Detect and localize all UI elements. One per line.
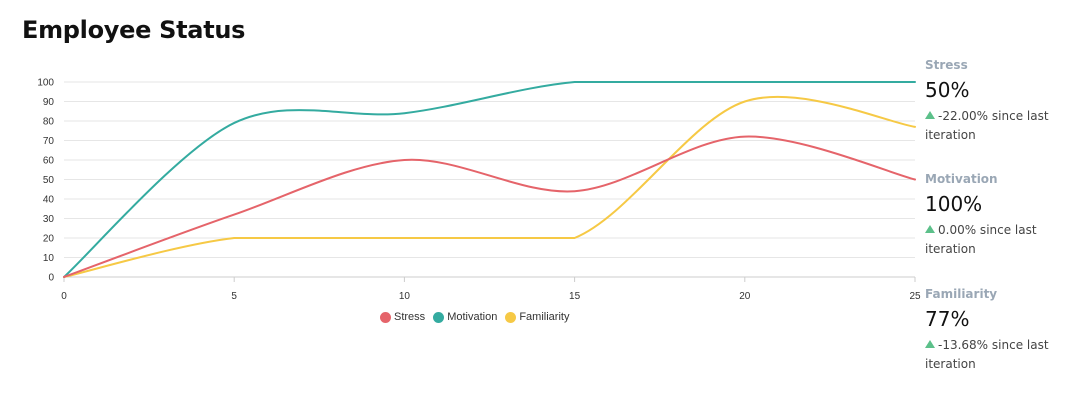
stat-change-text: -22.00% since last iteration [925, 109, 1049, 142]
up-triangle-icon [925, 340, 935, 348]
stat-change: -13.68% since last iteration [925, 336, 1075, 374]
x-tick-label: 10 [399, 291, 411, 302]
series-line-stress [63, 135, 916, 278]
y-tick-label: 60 [43, 156, 55, 167]
legend-item-stress[interactable]: Stress [380, 311, 425, 323]
series-line-familiarity [63, 95, 916, 278]
y-tick-label: 0 [48, 273, 54, 284]
chart-legend: Stress Motivation Familiarity [380, 311, 569, 323]
stat-change: 0.00% since last iteration [925, 221, 1075, 259]
y-tick-label: 80 [43, 117, 55, 128]
up-triangle-icon [925, 111, 935, 119]
stat-value: 50% [925, 78, 970, 102]
stat-value: 100% [925, 192, 983, 216]
up-triangle-icon [925, 225, 935, 233]
series-line-motivation [63, 80, 916, 278]
legend-label-motivation: Motivation [447, 311, 498, 323]
legend-marker-stress [380, 311, 391, 323]
x-tick-label: 25 [909, 291, 921, 302]
legend-marker-familiarity [505, 311, 517, 323]
x-tick-label: 15 [569, 291, 581, 302]
stat-label: Familiarity [925, 287, 998, 301]
stat-motivation: Motivation 100% 0.00% since last iterati… [925, 172, 1075, 259]
y-tick-label: 50 [43, 175, 55, 186]
stat-change-text: 0.00% since last iteration [925, 223, 1037, 256]
legend-item-motivation[interactable]: Motivation [433, 311, 497, 323]
y-tick-label: 90 [43, 97, 55, 108]
legend-label-familiarity: Familiarity [519, 311, 570, 323]
legend-label-stress: Stress [394, 311, 426, 323]
stat-change-text: -13.68% since last iteration [925, 338, 1049, 371]
y-tick-label: 70 [43, 136, 55, 147]
y-tick-label: 100 [37, 78, 54, 89]
x-tick-label: 0 [61, 291, 67, 302]
stat-stress: Stress 50% -22.00% since last iteration [925, 58, 1075, 145]
x-tick-label: 20 [739, 291, 751, 302]
y-tick-label: 20 [43, 234, 55, 245]
x-tick-label: 5 [231, 291, 237, 302]
y-tick-label: 30 [43, 214, 55, 225]
stat-label: Motivation [925, 172, 998, 186]
stat-familiarity: Familiarity 77% -13.68% since last itera… [925, 287, 1075, 374]
stat-value: 77% [925, 307, 970, 331]
legend-item-familiarity[interactable]: Familiarity [505, 311, 569, 323]
legend-marker-motivation [433, 311, 445, 323]
stat-change: -22.00% since last iteration [925, 107, 1075, 145]
y-tick-label: 40 [43, 195, 55, 206]
y-tick-label: 10 [43, 253, 55, 264]
page-title: Employee Status [22, 16, 246, 44]
stat-label: Stress [925, 58, 968, 72]
